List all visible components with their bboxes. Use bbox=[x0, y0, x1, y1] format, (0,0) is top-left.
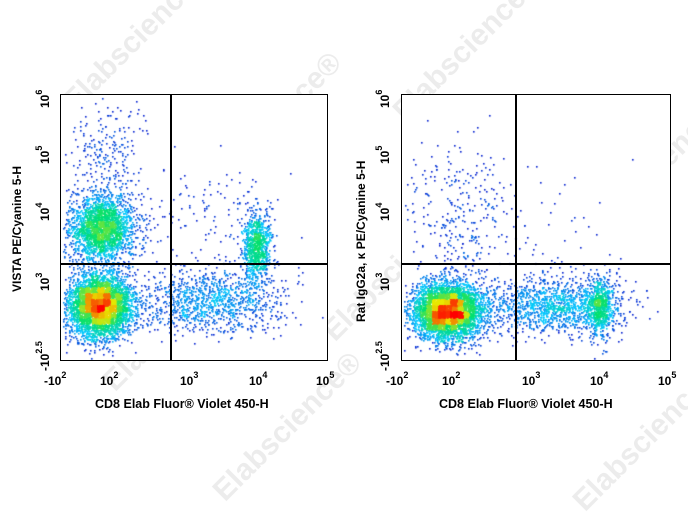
density-plot bbox=[60, 94, 328, 361]
quadrant-gate-vertical[interactable] bbox=[170, 95, 172, 360]
x-tick-label: 103 bbox=[180, 370, 199, 388]
y-tick-label: 103 bbox=[34, 272, 52, 291]
y-axis-label: VISTA PE/Cyanine 5-H bbox=[10, 165, 24, 292]
y-tick-label: 104 bbox=[34, 202, 52, 221]
y-axis-label: Rat IgG2a, κ PE/Cyanine 5-H bbox=[354, 160, 368, 322]
x-tick-label: 102 bbox=[442, 370, 461, 388]
x-axis-label: CD8 Elab Fluor® Violet 450-H bbox=[439, 397, 613, 411]
y-tick-label: -102.5 bbox=[34, 341, 52, 371]
y-tick-label: -102.5 bbox=[374, 341, 392, 371]
y-tick-label: 106 bbox=[374, 89, 392, 108]
y-tick-label: 105 bbox=[34, 145, 52, 164]
y-tick-label: 104 bbox=[374, 202, 392, 221]
x-tick-label: 102 bbox=[100, 370, 119, 388]
chart-panel-vista: VISTA PE/Cyanine 5-H 106 105 104 103 -10… bbox=[0, 0, 344, 490]
quadrant-gate-horizontal[interactable] bbox=[61, 263, 327, 265]
x-tick-label: 103 bbox=[522, 370, 541, 388]
x-tick-label: 105 bbox=[316, 370, 335, 388]
x-tick-label: 104 bbox=[249, 370, 268, 388]
y-tick-label: 106 bbox=[34, 89, 52, 108]
chart-panel-isotype: Rat IgG2a, κ PE/Cyanine 5-H 106 105 104 … bbox=[344, 0, 688, 490]
quadrant-gate-horizontal[interactable] bbox=[402, 263, 670, 265]
x-tick-label: -102 bbox=[44, 370, 67, 388]
y-tick-label: 103 bbox=[374, 272, 392, 291]
x-tick-label: 104 bbox=[590, 370, 609, 388]
x-tick-label: -102 bbox=[386, 370, 409, 388]
y-tick-label: 105 bbox=[374, 145, 392, 164]
x-axis-label: CD8 Elab Fluor® Violet 450-H bbox=[95, 397, 269, 411]
density-plot bbox=[401, 94, 671, 361]
x-tick-label: 105 bbox=[658, 370, 677, 388]
quadrant-gate-vertical[interactable] bbox=[515, 95, 517, 360]
